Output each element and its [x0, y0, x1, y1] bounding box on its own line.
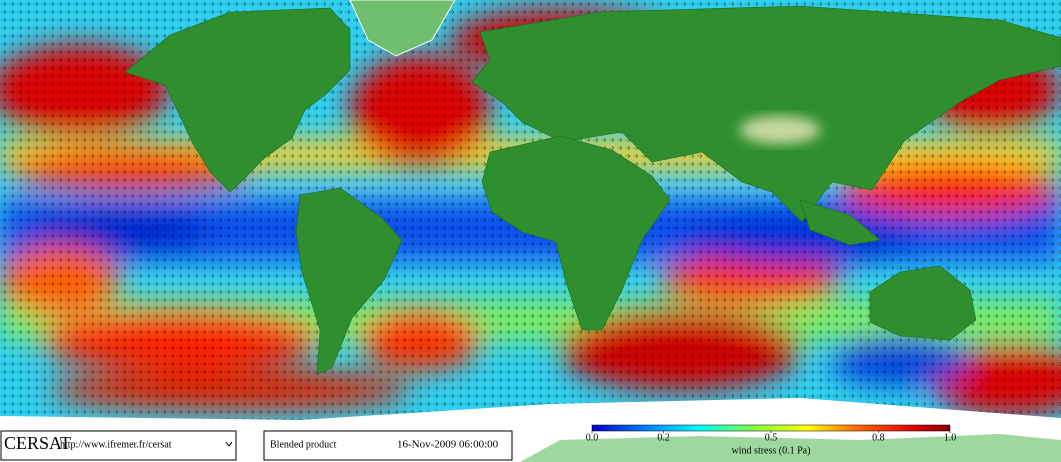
- datetime: 16-Nov-2009 06:00:00: [397, 439, 499, 451]
- colorbar: [591, 424, 951, 432]
- plateau: [740, 116, 820, 144]
- dropdown-icon[interactable]: [225, 441, 233, 447]
- product-box: [263, 430, 513, 461]
- product: Blended product: [270, 439, 337, 450]
- colorbar-tick-label: 0.0: [586, 432, 599, 443]
- colorbar-label: wind stress (0.1 Pa): [732, 445, 811, 456]
- colorbar-tick-label: 0.5: [765, 432, 778, 443]
- greenland: [349, 0, 456, 57]
- url: http://www.ifremer.fr/cersat: [60, 439, 172, 450]
- antarctic-relief: [520, 434, 1061, 462]
- logo: CERSAT: [4, 433, 71, 453]
- colorbar-tick-label: 0.2: [657, 432, 670, 443]
- colorbar-tick-label: 0.8: [872, 432, 885, 443]
- ocean-field: [0, 0, 1061, 430]
- logo-box: [0, 430, 237, 461]
- landmasses: [124, 5, 1061, 375]
- colorbar-tick-label: 1.0: [944, 432, 957, 443]
- antarctica: [0, 398, 1061, 430]
